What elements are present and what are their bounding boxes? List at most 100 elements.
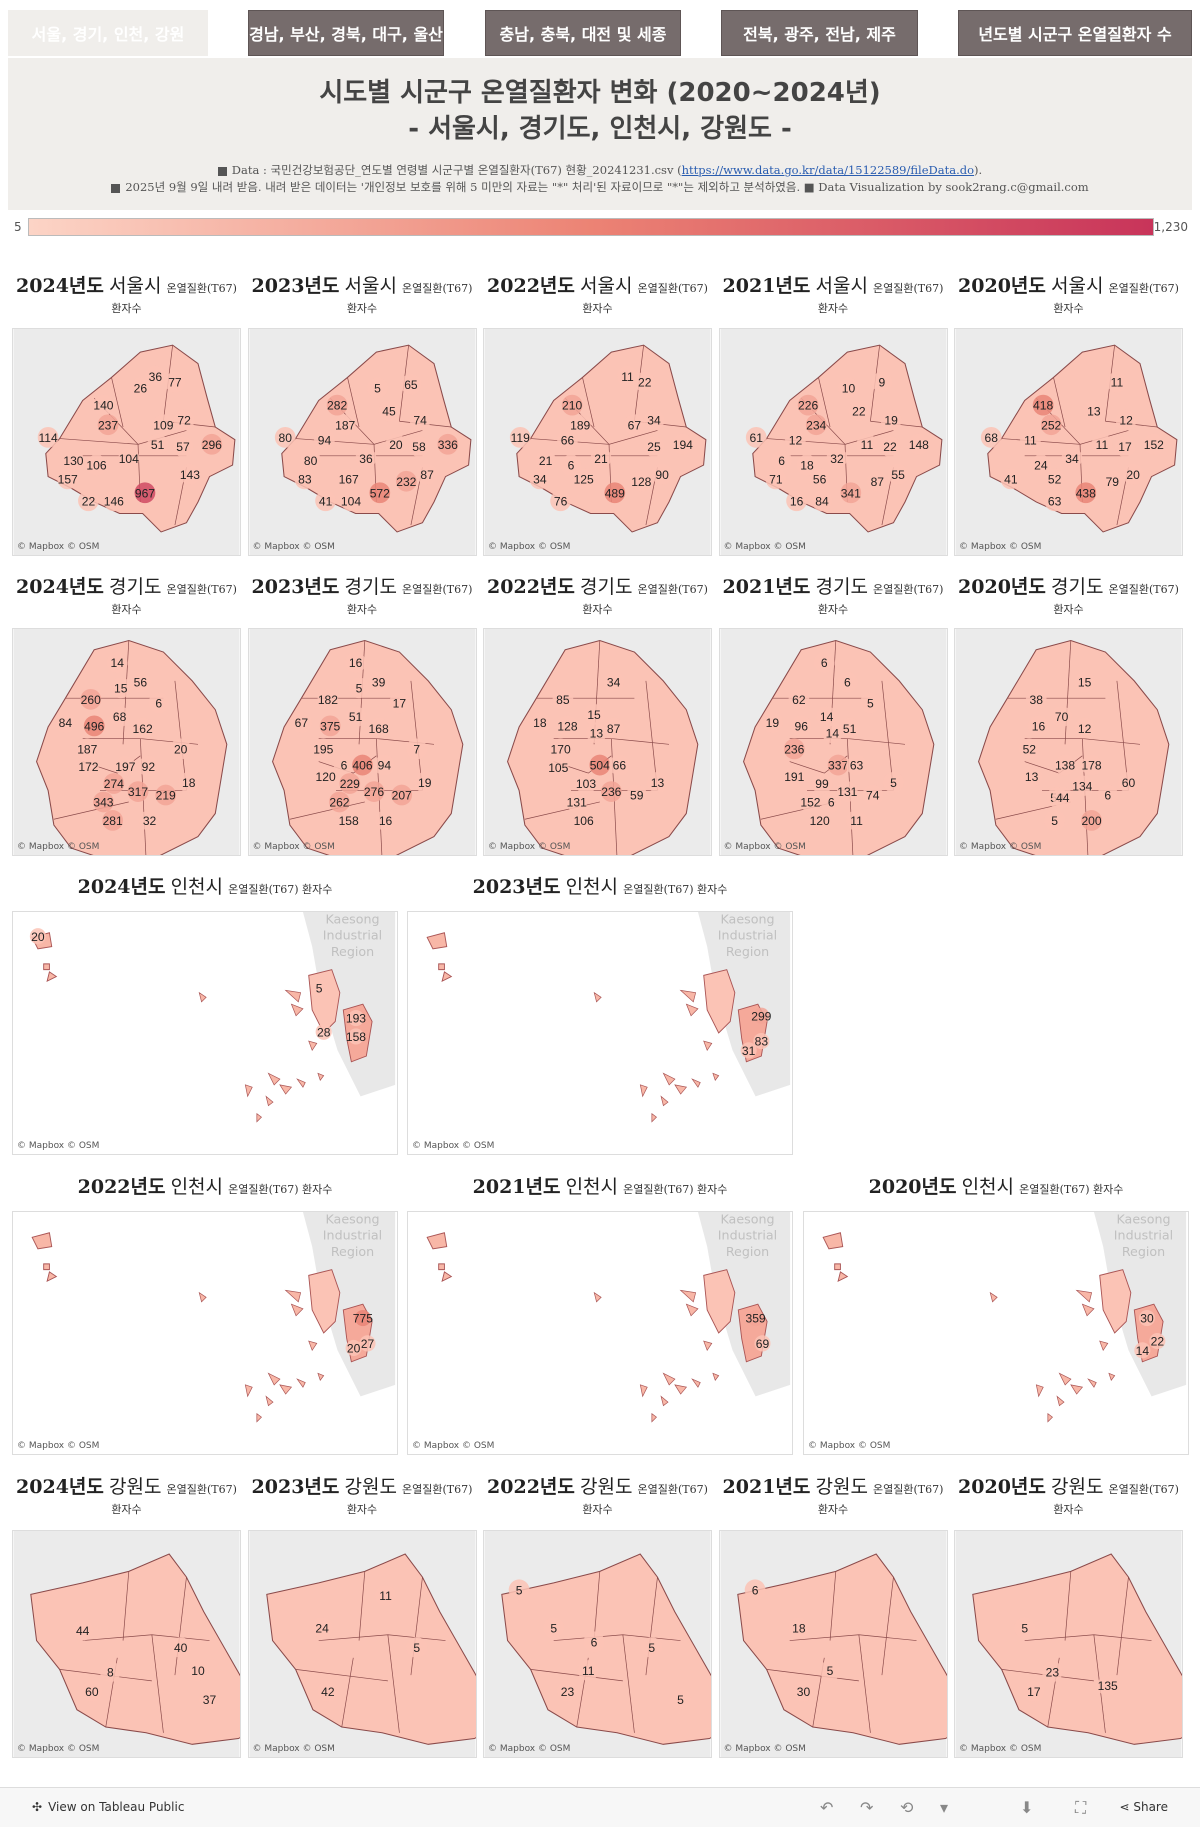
district-mark[interactable] [573,468,595,490]
map-view[interactable]: 14 56 15 260 6 84 496 68 162 187 20 172 197 92 274 317 1… [12,628,241,856]
tab-gyeongnam-busan[interactable]: 경남, 부산, 경북, 대구, 울산 [248,10,444,56]
district-mark[interactable] [575,773,597,794]
district-mark[interactable] [153,414,174,436]
district-mark[interactable] [340,490,361,512]
district-mark[interactable] [788,1617,809,1639]
district-mark[interactable] [790,715,812,737]
district-mark[interactable] [761,712,783,733]
district-mark[interactable] [102,810,124,831]
district-mark[interactable] [1041,1661,1063,1683]
district-mark[interactable] [1138,1309,1156,1327]
district-mark[interactable] [337,810,359,831]
district-mark[interactable] [1081,810,1102,831]
district-mark[interactable] [405,738,427,760]
district-mark[interactable] [374,810,396,831]
district-mark[interactable] [405,1637,427,1658]
district-mark[interactable] [529,468,551,490]
district-mark[interactable] [672,433,694,455]
district-mark[interactable] [1122,463,1144,485]
district-mark[interactable] [509,427,531,448]
share-button[interactable]: ⋖ Share [1119,1800,1168,1814]
district-mark[interactable] [907,433,929,455]
district-mark[interactable] [1083,400,1105,422]
district-mark[interactable] [603,671,625,693]
district-mark[interactable] [796,454,817,476]
district-mark[interactable] [508,1579,530,1601]
district-mark[interactable] [770,450,792,471]
district-mark[interactable] [634,371,656,393]
map-view[interactable]: 65 5 282 187 45 74 80 94 20 58 336 80 36 83 167 232 87 41… [247,328,477,556]
district-mark[interactable] [1101,470,1123,492]
map-view[interactable]: 11 418 252 13 12 68 11 11 17 152 24 34 41 52 79 20 63 438… [954,328,1183,556]
district-mark[interactable] [317,1680,338,1702]
district-mark[interactable] [1018,738,1040,760]
district-mark[interactable] [820,791,842,813]
district-mark[interactable] [783,766,805,787]
district-mark[interactable] [317,688,338,710]
district-mark[interactable] [170,738,192,760]
district-mark[interactable] [374,1585,396,1606]
district-mark[interactable] [1028,715,1049,737]
district-mark[interactable] [319,715,341,737]
district-mark[interactable] [345,1339,362,1357]
district-mark[interactable] [753,1007,770,1024]
district-mark[interactable] [315,1023,332,1040]
district-mark[interactable] [670,1688,691,1710]
district-mark[interactable] [103,773,125,794]
district-mark[interactable] [624,414,645,436]
district-mark[interactable] [643,409,665,431]
district-mark[interactable] [585,722,607,744]
map-view[interactable]: 5 5 6 5 11 23 5 © Mapbox © OSM [483,1530,712,1758]
district-mark[interactable] [547,756,569,778]
district-mark[interactable] [338,773,360,794]
district-mark[interactable] [550,738,571,760]
district-mark[interactable] [861,784,883,806]
district-mark[interactable] [172,436,194,457]
district-mark[interactable] [1052,786,1074,808]
district-mark[interactable] [560,454,582,476]
district-mark[interactable] [604,482,626,504]
district-mark[interactable] [134,482,156,504]
district-mark[interactable] [311,1617,333,1639]
district-mark[interactable] [86,454,107,476]
district-mark[interactable] [1000,468,1022,490]
district-mark[interactable] [29,928,46,945]
district-mark[interactable] [651,463,673,485]
district-mark[interactable] [400,373,421,395]
district-mark[interactable] [797,394,819,416]
district-mark[interactable] [395,470,417,492]
district-mark[interactable] [879,436,900,457]
district-mark[interactable] [569,414,591,436]
district-mark[interactable] [1115,409,1137,431]
district-mark[interactable] [880,409,902,431]
district-mark[interactable] [328,791,350,813]
map-view[interactable]: 16 39 5 182 17 67 375 51 168 195 7 6 406 94 120 229 19 26… [247,628,477,856]
district-mark[interactable] [378,400,399,422]
district-mark[interactable] [836,781,858,802]
undo-icon[interactable]: ↶ [820,1798,834,1817]
district-mark[interactable] [1143,433,1165,455]
map-view[interactable]: 36 77 26 140 237 72 114 109 51 57 296 130 104 157 106 1… [12,328,241,556]
district-mark[interactable] [363,781,384,802]
district-mark[interactable] [866,470,888,492]
district-mark[interactable] [1023,1680,1045,1702]
data-source-link[interactable]: https://www.data.go.kr/data/15122589/fil… [681,163,975,177]
district-mark[interactable] [813,652,835,673]
district-mark[interactable] [290,712,312,733]
district-mark[interactable] [1032,394,1054,416]
map-view[interactable]: 6 6 62 5 19 96 14 51 14 236 337 63 191 99 5 131 74 152 6 12… [718,628,948,856]
district-mark[interactable] [811,490,832,512]
district-mark[interactable] [367,717,389,739]
district-mark[interactable] [351,754,373,776]
district-mark[interactable] [753,1033,770,1050]
district-mark[interactable] [326,394,348,416]
district-mark[interactable] [529,712,551,733]
tab-yearly-counts[interactable]: 년도별 시군구 온열질환자 수 [958,10,1192,56]
district-mark[interactable] [573,810,595,831]
district-mark[interactable] [367,671,389,693]
district-mark[interactable] [1071,775,1093,797]
district-mark[interactable] [1044,490,1066,512]
district-mark[interactable] [785,490,807,512]
district-mark[interactable] [63,450,84,471]
district-mark[interactable] [390,784,412,806]
